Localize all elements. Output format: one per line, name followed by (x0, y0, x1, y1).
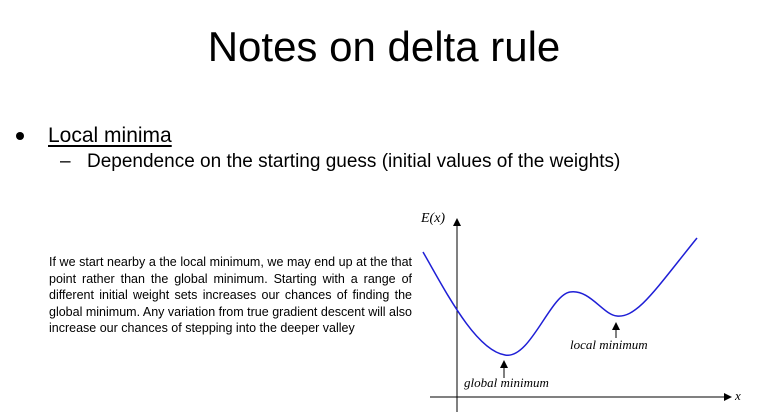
error-surface-diagram: E(x) x global minimum local minimum (405, 200, 768, 414)
global-minimum-label: global minimum (464, 375, 549, 390)
slide-title: Notes on delta rule (207, 23, 561, 70)
y-axis-label: E(x) (420, 211, 445, 226)
bullet-label: Local minima (48, 124, 172, 147)
bullet-dot (16, 132, 24, 140)
explanation-paragraph: If we start nearby a the local minimum, … (49, 255, 412, 336)
sub-bullet-label: Dependence on the starting guess (initia… (87, 151, 621, 172)
error-surface-svg: E(x) x global minimum local minimum (420, 211, 741, 412)
error-curve (422, 237, 698, 356)
local-minimum-label: local minimum (570, 337, 648, 352)
sub-bullet-dash: – (60, 151, 71, 172)
x-axis-label: x (734, 388, 741, 403)
